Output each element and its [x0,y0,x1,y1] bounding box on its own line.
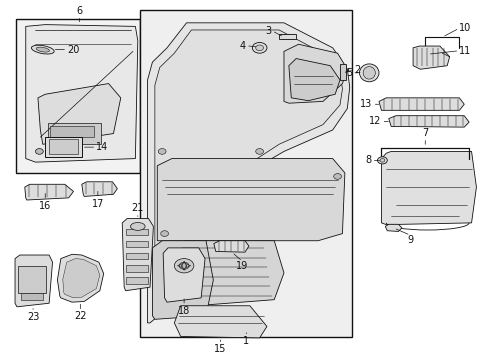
Polygon shape [122,219,153,291]
Ellipse shape [31,45,54,54]
Ellipse shape [130,222,145,230]
Ellipse shape [363,67,375,79]
Polygon shape [57,254,104,302]
Text: 4: 4 [240,41,246,51]
Polygon shape [381,152,476,225]
Text: 7: 7 [422,128,428,138]
Text: 14: 14 [97,142,109,152]
Text: 11: 11 [460,46,472,56]
Bar [49,139,78,154]
Polygon shape [385,224,402,231]
Bar [45,137,82,157]
Circle shape [380,158,385,162]
Circle shape [158,149,166,154]
Text: 13: 13 [361,99,373,109]
Bar [140,10,352,337]
Text: 16: 16 [39,201,51,211]
Text: 1: 1 [244,337,249,346]
Text: 18: 18 [178,306,190,316]
Polygon shape [15,255,52,307]
Polygon shape [38,84,121,144]
Text: 19: 19 [237,261,249,271]
Polygon shape [147,23,350,323]
Bar [126,265,147,271]
Text: 3: 3 [266,26,272,36]
Polygon shape [82,182,117,197]
Polygon shape [174,306,267,338]
Polygon shape [289,59,340,101]
Polygon shape [379,98,464,111]
Text: 22: 22 [74,311,87,321]
Text: 5: 5 [346,68,352,78]
Text: 12: 12 [369,116,381,126]
Text: 17: 17 [92,199,104,208]
Circle shape [256,149,264,154]
Text: 8: 8 [366,156,372,165]
Text: 6: 6 [76,6,82,16]
Text: 10: 10 [460,23,472,33]
Polygon shape [157,158,345,241]
Polygon shape [413,46,450,69]
Bar [21,293,43,300]
Circle shape [377,157,387,164]
Polygon shape [163,248,205,302]
Circle shape [334,174,342,179]
Bar [126,277,147,284]
Bar [48,123,101,144]
Polygon shape [389,116,469,127]
Bar [16,19,140,173]
Ellipse shape [360,64,379,82]
Text: 2: 2 [354,65,360,75]
Circle shape [252,42,267,53]
Circle shape [35,149,43,154]
Text: 23: 23 [27,312,39,322]
Polygon shape [167,241,284,307]
Bar [18,266,46,293]
Polygon shape [26,24,138,162]
Text: 9: 9 [408,235,414,246]
Bar [50,126,94,137]
Text: 20: 20 [67,45,79,55]
Polygon shape [152,241,213,319]
Circle shape [161,231,169,237]
Circle shape [256,45,264,51]
Ellipse shape [174,258,194,273]
Polygon shape [63,258,100,298]
Bar [126,253,147,260]
Text: 15: 15 [215,344,227,354]
Ellipse shape [179,262,189,269]
Bar [126,229,147,235]
Polygon shape [25,184,74,200]
Ellipse shape [36,47,49,52]
Bar [340,64,346,80]
Polygon shape [284,44,347,103]
Polygon shape [214,241,249,252]
Bar [126,241,147,247]
Polygon shape [155,30,343,318]
Bar [279,33,296,39]
Text: 21: 21 [132,203,144,213]
